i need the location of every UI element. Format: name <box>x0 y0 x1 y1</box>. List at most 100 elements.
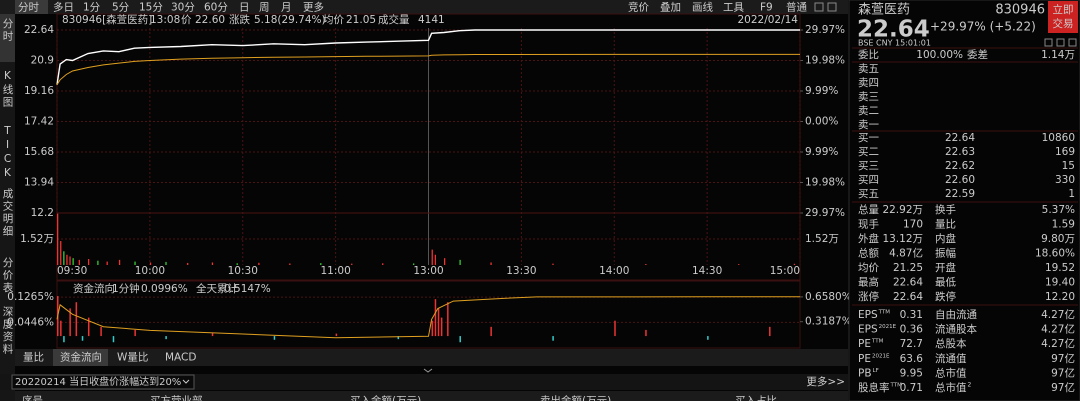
x-tick-label: 13:00 <box>413 265 443 277</box>
bid-volume: 169 <box>1055 146 1075 158</box>
bottom-tab[interactable]: W量比 <box>117 351 148 364</box>
flow-bar <box>112 336 115 343</box>
date-select[interactable] <box>11 374 195 390</box>
stat-value: 9.80万 <box>1041 233 1075 245</box>
volume-bar <box>60 241 62 265</box>
toolbar-button[interactable]: 工具 <box>723 2 744 14</box>
fund-value: 97亿 <box>1051 381 1075 394</box>
flow-bar <box>87 317 90 337</box>
toolbar-button[interactable]: 普通 <box>786 1 807 14</box>
toolbar-tab[interactable]: 日 <box>239 2 250 14</box>
toolbar-tab[interactable]: 更多 <box>303 1 324 14</box>
side-tab[interactable]: 深度资料 <box>2 306 14 356</box>
flow-bar <box>447 302 449 337</box>
stock-code: 830946 <box>995 3 1045 18</box>
market-info: BSE CNY 15:01:01 <box>858 39 931 48</box>
x-tick-label: 15:00 <box>770 265 800 277</box>
side-tab[interactable]: 分时 <box>2 18 14 43</box>
stat-label: 总额 <box>858 247 879 260</box>
side-tab[interactable]: K线图 <box>2 70 14 109</box>
toolbar-tab[interactable]: 多日 <box>53 1 74 14</box>
volume-bar <box>645 263 647 265</box>
toolbar-tab[interactable]: 周 <box>259 2 270 14</box>
bottom-tab[interactable]: 资金流向 <box>60 351 102 364</box>
label: 委比 <box>858 48 879 61</box>
volume-bar <box>187 262 189 265</box>
toolbar-button[interactable]: F9 <box>760 2 773 14</box>
stat-label: 内盘 <box>935 232 956 245</box>
bottom-tab[interactable]: 量比 <box>23 351 44 364</box>
fund-label: 流通值 <box>935 352 967 365</box>
toolbar-button[interactable]: 叠加 <box>660 2 681 14</box>
toolbar-tab[interactable]: 60分 <box>204 2 228 14</box>
fund-sup: TTM <box>878 310 891 316</box>
column-header: 买入占比 <box>735 394 777 401</box>
fund-value: 4.27亿 <box>1041 337 1075 350</box>
stat-label: 总量 <box>858 203 879 216</box>
stat-value: 1.59 <box>1052 219 1075 231</box>
flow-bar <box>81 336 84 341</box>
x-tick-label: 11:00 <box>320 265 350 277</box>
fund-label: PB <box>858 367 872 379</box>
toolbar-button[interactable]: 画线 <box>692 1 713 14</box>
stat-value: 5.37% <box>1042 204 1075 216</box>
select-arrow <box>182 379 190 384</box>
trade-button[interactable] <box>1048 1 1078 33</box>
bottom-tab-bar <box>15 349 848 366</box>
stat-value: 22.92万 <box>882 204 923 216</box>
y2-tick-label: 29.97% <box>805 207 845 219</box>
toolbar-tab[interactable]: 5分 <box>112 2 130 14</box>
bid-price: 22.63 <box>945 146 975 158</box>
fund-label: 流通股本 <box>935 323 977 336</box>
stat-label: 换手 <box>935 203 956 216</box>
more-link[interactable]: 更多>> <box>806 375 845 388</box>
bid-label: 买四 <box>858 174 879 186</box>
flow-bar <box>397 336 400 340</box>
date-select-text[interactable]: 20220214 当日收盘价涨幅达到20% <box>15 375 181 388</box>
toolbar-tab[interactable]: 分时 <box>18 2 39 14</box>
volume-bar <box>490 262 492 265</box>
x-tick-label: 14:30 <box>692 265 722 277</box>
ask-label: 卖三 <box>858 91 879 103</box>
toolbar-tab[interactable]: 1分 <box>83 2 101 14</box>
volume-bar <box>134 261 136 265</box>
fund-value: 63.6 <box>900 353 924 365</box>
bottom-tab-active <box>53 349 108 366</box>
fund-value: 72.7 <box>900 338 923 350</box>
quote-panel <box>848 0 1080 401</box>
fund-sup: LF <box>873 368 879 374</box>
toolbar-tab[interactable]: 30分 <box>171 2 195 14</box>
toolbar-tab[interactable]: 月 <box>281 2 292 14</box>
volume-bar <box>72 258 74 265</box>
fund-sup: TTM <box>890 383 903 389</box>
side-tab[interactable]: TICK <box>2 125 14 181</box>
side-tab[interactable]: 成交明细 <box>2 188 14 238</box>
y-tick-label: 22.64 <box>24 24 54 36</box>
ask-label: 卖五 <box>858 63 879 75</box>
trade-button-text[interactable]: 交易 <box>1053 17 1074 30</box>
bottom-tab[interactable]: MACD <box>165 352 196 364</box>
y2-tick-label: 29.97% <box>805 24 845 36</box>
volume-bar <box>289 263 291 265</box>
toolbar-tab[interactable]: 15分 <box>139 2 163 14</box>
volume-bar <box>738 264 740 265</box>
stat-value: 22.64 <box>893 291 923 303</box>
volume-bar <box>351 263 353 265</box>
chart-header-field: 价 <box>181 14 192 26</box>
ask-label: 卖二 <box>858 105 879 117</box>
y2-tick-label: 9.99% <box>805 146 838 158</box>
fund-value: 4.27亿 <box>1041 308 1075 321</box>
stat-label: 均价 <box>858 262 879 274</box>
toolbar-button[interactable]: 竞价 <box>628 1 649 14</box>
flow-y-tick-label: 0.1265% <box>7 291 54 303</box>
price-line <box>56 53 800 85</box>
bid-price: 22.60 <box>945 174 975 186</box>
y-tick-label: 12.2 <box>31 207 54 219</box>
side-tab[interactable]: 分价表 <box>2 257 14 295</box>
volume-bar <box>211 262 214 265</box>
value: 1.14万 <box>1041 49 1075 61</box>
column-header: 序号 <box>22 394 43 401</box>
collapse-arrow <box>423 368 433 373</box>
trade-button-text[interactable]: 立即 <box>1053 3 1074 16</box>
